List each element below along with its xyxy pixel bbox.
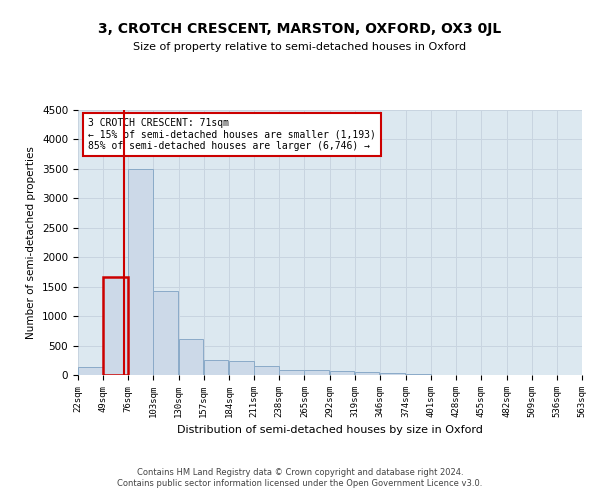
Bar bbox=[204, 360, 229, 375]
Bar bbox=[329, 372, 354, 375]
X-axis label: Distribution of semi-detached houses by size in Oxford: Distribution of semi-detached houses by … bbox=[177, 426, 483, 436]
Bar bbox=[304, 370, 329, 375]
Bar bbox=[103, 276, 128, 375]
Bar bbox=[406, 374, 431, 375]
Bar bbox=[78, 368, 103, 375]
Text: Size of property relative to semi-detached houses in Oxford: Size of property relative to semi-detach… bbox=[133, 42, 467, 52]
Text: 3, CROTCH CRESCENT, MARSTON, OXFORD, OX3 0JL: 3, CROTCH CRESCENT, MARSTON, OXFORD, OX3… bbox=[98, 22, 502, 36]
Bar bbox=[254, 366, 279, 375]
Text: 3 CROTCH CRESCENT: 71sqm
← 15% of semi-detached houses are smaller (1,193)
85% o: 3 CROTCH CRESCENT: 71sqm ← 15% of semi-d… bbox=[88, 118, 376, 151]
Bar bbox=[128, 169, 153, 375]
Y-axis label: Number of semi-detached properties: Number of semi-detached properties bbox=[26, 146, 37, 339]
Bar bbox=[380, 372, 404, 375]
Bar bbox=[279, 370, 304, 375]
Bar bbox=[355, 372, 379, 375]
Bar bbox=[179, 339, 203, 375]
Bar bbox=[229, 361, 254, 375]
Bar bbox=[103, 276, 128, 375]
Bar bbox=[154, 292, 178, 375]
Text: Contains HM Land Registry data © Crown copyright and database right 2024.
Contai: Contains HM Land Registry data © Crown c… bbox=[118, 468, 482, 487]
